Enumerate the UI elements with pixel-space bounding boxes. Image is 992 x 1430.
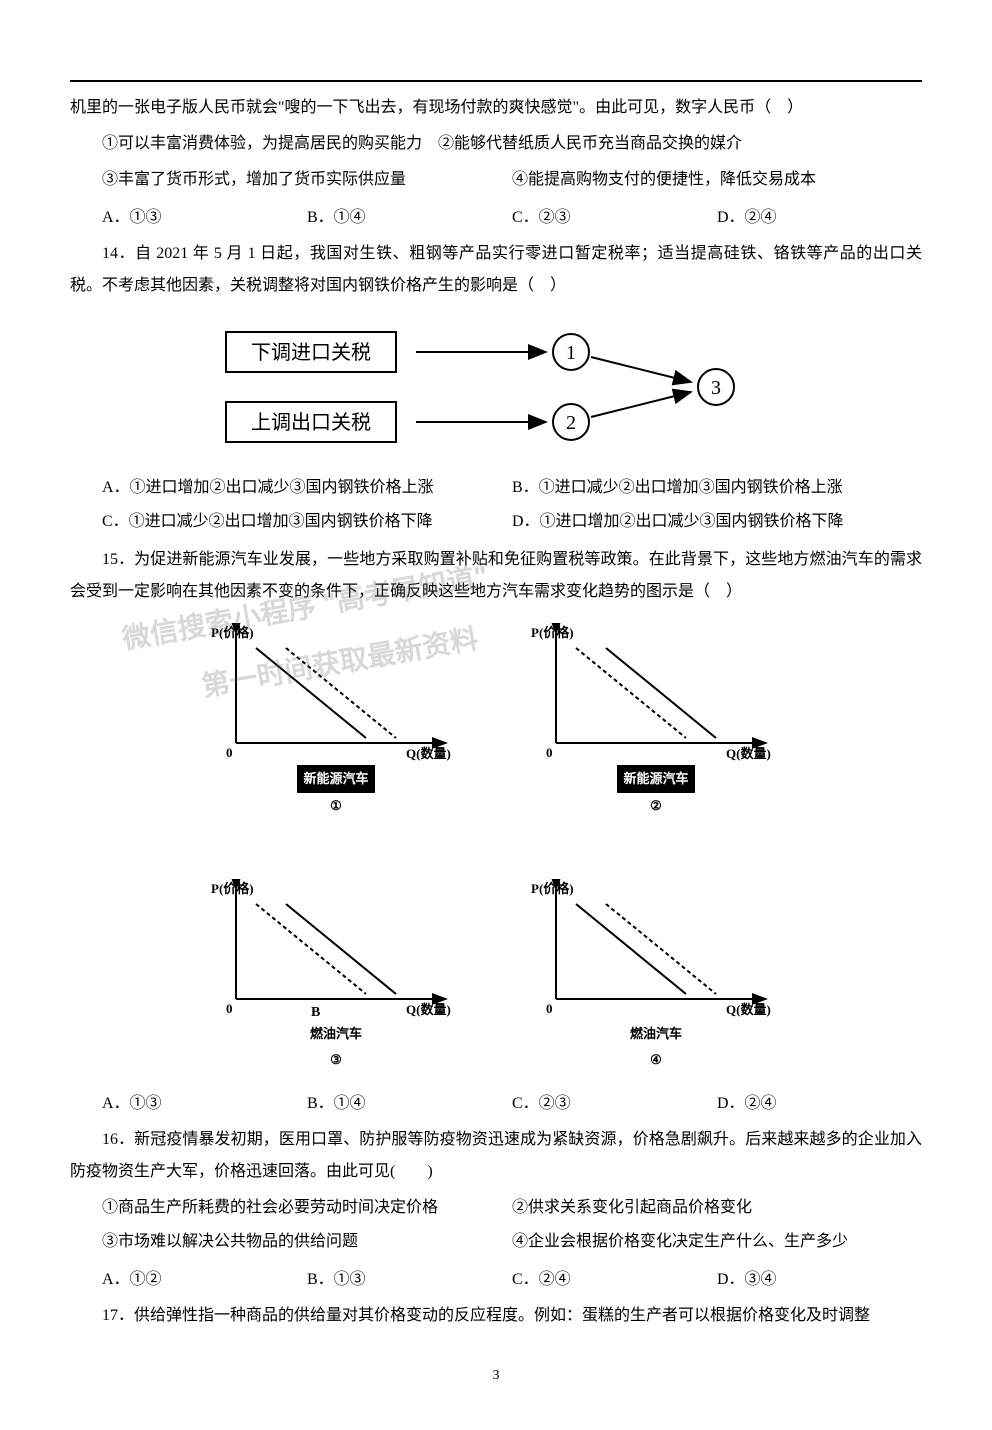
page-number: 3 — [70, 1362, 922, 1390]
q15-charts: P(价格) Q(数量) 0 新能源汽车 ① P(价格) Q(数量) 0 新能源汽… — [70, 623, 922, 1073]
q13-optB: B．①④ — [307, 202, 512, 234]
q14-optC: C．①进口减少②出口增加③国内钢铁价格下降 — [102, 506, 512, 538]
q15-optA: A．①③ — [102, 1088, 307, 1120]
flow-node3: 3 — [711, 377, 721, 399]
svg-text:P(价格): P(价格) — [531, 625, 574, 640]
q13-stmt4: ④能提高购物支付的便捷性，降低交易成本 — [512, 164, 922, 196]
q13-stmt3: ③丰富了货币形式，增加了货币实际供应量 — [102, 164, 512, 196]
chart-4: P(价格) Q(数量) 0 燃油汽车 ④ — [526, 879, 786, 1073]
q13-statements-1: ①可以丰富消费体验，为提高居民的购买能力 ②能够代替纸质人民币充当商品交换的媒介 — [70, 128, 922, 160]
q13-optD: D．②④ — [717, 202, 922, 234]
svg-text:0: 0 — [546, 745, 553, 760]
svg-text:0: 0 — [226, 1001, 233, 1016]
flow-diagram-svg: 下调进口关税 上调出口关税 1 2 3 — [216, 317, 776, 457]
chart4-num: ④ — [650, 1047, 662, 1073]
chart-2: P(价格) Q(数量) 0 新能源汽车 ② — [526, 623, 786, 819]
q16-options: A．①② B．①③ C．②④ D．③④ — [70, 1264, 922, 1296]
q14-optD: D．①进口增加②出口减少③国内钢铁价格下降 — [512, 506, 922, 538]
q16-stem: 16．新冠疫情暴发初期，医用口罩、防护服等防疫物资迅速成为紧缺资源，价格急剧飙升… — [70, 1124, 922, 1188]
chart2-num: ② — [650, 793, 662, 819]
q16-stmt3: ③市场难以解决公共物品的供给问题 — [102, 1226, 512, 1258]
svg-text:P(价格): P(价格) — [211, 881, 254, 896]
svg-text:Q(数量): Q(数量) — [406, 746, 451, 761]
flow-box2-text: 上调出口关税 — [251, 411, 371, 434]
chart3-label: 燃油汽车 — [310, 1021, 362, 1047]
svg-text:P(价格): P(价格) — [531, 881, 574, 896]
q17-stem: 17．供给弹性指一种商品的供给量对其价格变动的反应程度。例如：蛋糕的生产者可以根… — [70, 1300, 922, 1332]
svg-text:0: 0 — [546, 1001, 553, 1016]
svg-text:Q(数量): Q(数量) — [726, 1002, 771, 1017]
chart3-num: ③ — [330, 1047, 342, 1073]
q13-statements-2: ③丰富了货币形式，增加了货币实际供应量 ④能提高购物支付的便捷性，降低交易成本 — [70, 164, 922, 198]
q16-stmt4: ④企业会根据价格变化决定生产什么、生产多少 — [512, 1226, 922, 1258]
chart1-label: 新能源汽车 — [297, 765, 374, 793]
chart2-label: 新能源汽车 — [617, 765, 694, 793]
svg-text:0: 0 — [226, 745, 233, 760]
chart1-num: ① — [330, 793, 342, 819]
q13-optA: A．①③ — [102, 202, 307, 234]
q13-stem: 机里的一张电子版人民币就会"嗖的一下飞出去，有现场付款的爽快感觉"。由此可见，数… — [70, 92, 922, 124]
q16-statements: ①商品生产所耗费的社会必要劳动时间决定价格 ②供求关系变化引起商品价格变化 ③市… — [70, 1192, 922, 1260]
q16-optC: C．②④ — [512, 1264, 717, 1296]
flow-node1: 1 — [566, 342, 576, 364]
svg-text:P(价格): P(价格) — [211, 625, 254, 640]
svg-text:Q(数量): Q(数量) — [726, 746, 771, 761]
chart-3: P(价格) Q(数量) 0 B 燃油汽车 ③ — [206, 879, 466, 1073]
q14-options: A．①进口增加②出口减少③国内钢铁价格上涨 B．①进口减少②出口增加③国内钢铁价… — [70, 472, 922, 540]
q14-stem: 14．自 2021 年 5 月 1 日起，我国对生铁、粗钢等产品实行零进口暂定税… — [70, 238, 922, 302]
svg-text:B: B — [311, 1005, 320, 1019]
q14-optB: B．①进口减少②出口增加③国内钢铁价格上涨 — [512, 472, 922, 504]
q15-stem: 15．为促进新能源汽车业发展，一些地方采取购置补贴和免征购置税等政策。在此背景下… — [70, 544, 922, 608]
q16-stmt1: ①商品生产所耗费的社会必要劳动时间决定价格 — [102, 1192, 512, 1224]
q15-optB: B．①④ — [307, 1088, 512, 1120]
q13-options: A．①③ B．①④ C．②③ D．②④ — [70, 202, 922, 234]
q16-optA: A．①② — [102, 1264, 307, 1296]
q15-options: A．①③ B．①④ C．②③ D．②④ — [70, 1088, 922, 1120]
flow-box1-text: 下调进口关税 — [251, 341, 371, 364]
top-rule — [70, 80, 922, 82]
chart4-label: 燃油汽车 — [630, 1021, 682, 1047]
q14-optA: A．①进口增加②出口减少③国内钢铁价格上涨 — [102, 472, 512, 504]
q15-optC: C．②③ — [512, 1088, 717, 1120]
flow-node2: 2 — [566, 412, 576, 434]
q16-optD: D．③④ — [717, 1264, 922, 1296]
chart-1: P(价格) Q(数量) 0 新能源汽车 ① — [206, 623, 466, 819]
q16-optB: B．①③ — [307, 1264, 512, 1296]
svg-text:Q(数量): Q(数量) — [406, 1002, 451, 1017]
q15-optD: D．②④ — [717, 1088, 922, 1120]
q14-diagram: 下调进口关税 上调出口关税 1 2 3 — [70, 317, 922, 457]
q13-optC: C．②③ — [512, 202, 717, 234]
q16-stmt2: ②供求关系变化引起商品价格变化 — [512, 1192, 922, 1224]
